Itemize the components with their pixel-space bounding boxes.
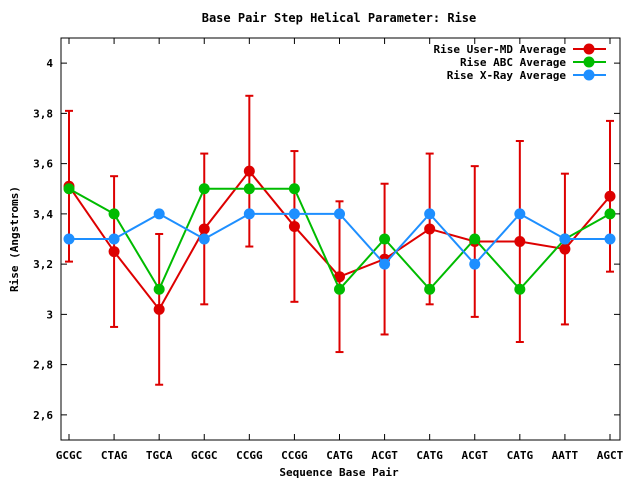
- legend-label: Rise User-MD Average: [434, 43, 567, 56]
- y-tick-label: 3: [46, 308, 53, 321]
- data-point-2: [243, 208, 255, 220]
- data-point-1: [424, 283, 436, 295]
- y-tick-label: 2,8: [33, 359, 53, 372]
- legend-marker: [583, 69, 595, 81]
- data-point-2: [469, 258, 481, 270]
- data-point-0: [334, 271, 345, 283]
- x-tick-label: GCGC: [191, 449, 218, 462]
- y-tick-label: 4: [46, 57, 53, 70]
- data-point-0: [514, 236, 526, 248]
- error-bars: [65, 94, 614, 386]
- data-point-0: [559, 243, 571, 255]
- x-axis: GCGC CTAG TGCA GCGC CCGG CCGG CATG ACGT CATG ACGT…: [56, 38, 624, 462]
- data-point-1: [379, 233, 391, 245]
- x-tick-label: AATT: [552, 449, 579, 462]
- data-point-2: [108, 233, 120, 245]
- data-point-2: [288, 208, 300, 220]
- data-point-0: [108, 246, 120, 258]
- data-point-1: [153, 283, 165, 295]
- x-tick-label: CCGG: [281, 449, 308, 462]
- legend-marker: [583, 43, 595, 55]
- data-point-2: [514, 208, 526, 220]
- data-point-2: [379, 258, 391, 270]
- data-point-0: [243, 165, 255, 177]
- x-tick-label: AGCT: [597, 449, 624, 462]
- data-point-0: [198, 223, 210, 235]
- x-tick-label: ACGT: [462, 449, 489, 462]
- x-tick-label: GCGC: [56, 449, 83, 462]
- y-tick-label: 2,6: [33, 409, 53, 422]
- x-tick-label: ACGT: [371, 449, 398, 462]
- data-point-2: [424, 208, 436, 220]
- data-point-2: [63, 233, 75, 245]
- plot-frame: [60, 37, 621, 441]
- data-point-1: [108, 208, 120, 220]
- data-point-2: [153, 208, 165, 220]
- data-point-1: [514, 283, 526, 295]
- y-tick-label: 3,8: [33, 107, 53, 120]
- x-tick-label: CTAG: [101, 449, 128, 462]
- y-tick-label: 3,6: [33, 158, 53, 171]
- x-tick-label: TGCA: [146, 449, 173, 462]
- series-layer: [63, 165, 616, 315]
- y-tick-label: 3,4: [33, 208, 53, 221]
- data-point-1: [243, 183, 255, 195]
- data-point-1: [288, 183, 300, 195]
- data-point-1: [469, 233, 481, 245]
- x-tick-label: CATG: [507, 449, 534, 462]
- data-point-2: [559, 233, 571, 245]
- data-point-2: [334, 208, 345, 220]
- data-point-2: [198, 233, 210, 245]
- data-point-1: [604, 208, 616, 220]
- chart-title: Base Pair Step Helical Parameter: Rise: [202, 11, 477, 25]
- y-axis-label: Rise (Angstroms): [8, 186, 21, 292]
- x-tick-label: CATG: [416, 449, 443, 462]
- legend-label: Rise X-Ray Average: [447, 69, 567, 82]
- x-tick-label: CCGG: [236, 449, 263, 462]
- legend-label: Rise ABC Average: [460, 56, 566, 69]
- legend-marker: [583, 56, 595, 68]
- y-tick-label: 3,2: [33, 258, 53, 271]
- data-point-2: [604, 233, 616, 245]
- data-point-1: [63, 183, 75, 195]
- data-point-0: [288, 220, 300, 232]
- x-axis-label: Sequence Base Pair: [279, 466, 399, 479]
- data-point-0: [424, 223, 436, 235]
- data-point-0: [153, 303, 165, 315]
- data-point-1: [334, 283, 345, 295]
- data-point-1: [198, 183, 210, 195]
- x-tick-label: CATG: [326, 449, 353, 462]
- y-axis: 2,6 2,8 3 3,2 3,4 3,6 3,8 4: [33, 57, 620, 422]
- data-point-0: [604, 190, 616, 202]
